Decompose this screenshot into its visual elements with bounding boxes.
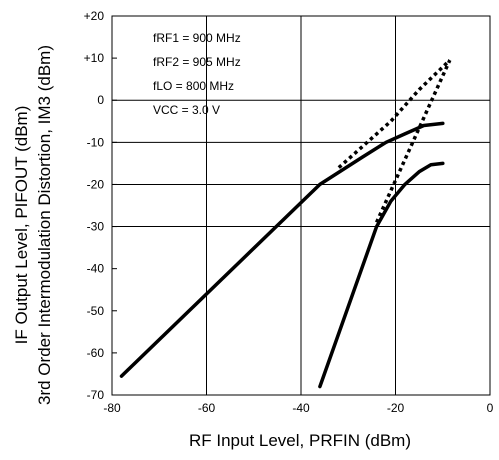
y-tick-label: -40 bbox=[87, 262, 105, 276]
y-axis-label-2: 3rd Order Intermodulation Distortion, IM… bbox=[35, 45, 54, 405]
y-tick-label: -30 bbox=[87, 220, 105, 234]
measured-curve bbox=[119, 121, 445, 378]
annotations: fRF1 = 900 MHz fRF2 = 905 MHz fLO = 800 MH… bbox=[153, 31, 241, 117]
y-tick-label: 0 bbox=[97, 93, 104, 107]
condition-annotation: fRF1 = 900 MHz bbox=[153, 31, 241, 45]
series-group bbox=[119, 58, 452, 389]
grid-lines bbox=[112, 16, 490, 395]
measured-curve bbox=[318, 161, 445, 389]
y-axis-label-1: IF Output Level, PIFOUT (dBm) bbox=[12, 106, 31, 345]
y-tick-label: +10 bbox=[84, 51, 105, 65]
condition-annotation: fRF2 = 905 MHz bbox=[153, 55, 241, 69]
axis-ticks: -80 -60 -40 -20 0 +20 +10 0 -10 -20 -30 -40 -50 -60 -7… bbox=[84, 9, 494, 415]
x-tick-label: -40 bbox=[292, 401, 310, 415]
intercept-extrapolation-line bbox=[375, 59, 452, 224]
x-tick-label: 0 bbox=[487, 401, 494, 415]
x-tick-label: -20 bbox=[387, 401, 405, 415]
y-tick-label: +20 bbox=[84, 9, 105, 23]
condition-annotation: VCC = 3.0 V bbox=[153, 103, 220, 117]
condition-annotation: fLO = 800 MHz bbox=[153, 79, 234, 93]
intercept-extrapolation-line bbox=[337, 58, 452, 169]
y-tick-label: -20 bbox=[87, 177, 105, 191]
y-tick-label: -70 bbox=[87, 388, 105, 402]
y-tick-label: -50 bbox=[87, 304, 105, 318]
x-tick-label: -60 bbox=[198, 401, 216, 415]
x-tick-label: -80 bbox=[103, 401, 121, 415]
y-tick-label: -60 bbox=[87, 346, 105, 360]
x-axis-label: RF Input Level, PRFIN (dBm) bbox=[189, 431, 411, 450]
y-tick-label: -10 bbox=[87, 135, 105, 149]
